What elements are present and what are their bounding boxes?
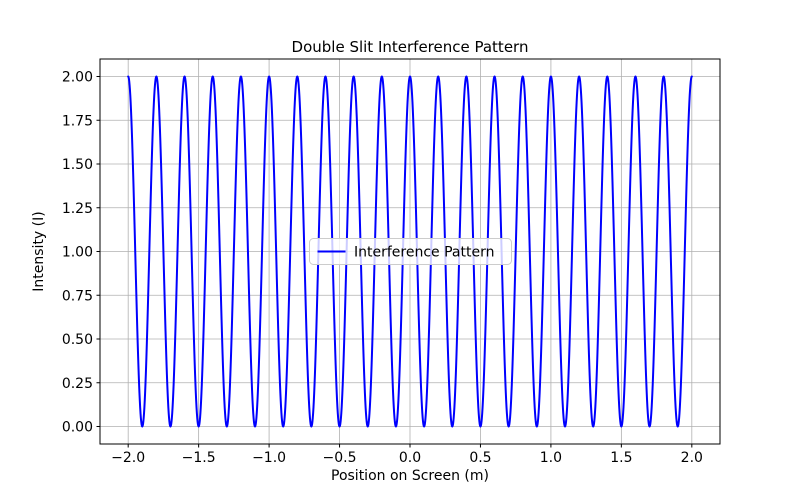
axis-ticks — [96, 76, 693, 448]
x-tick-label: 2.0 — [681, 450, 703, 466]
y-tick-label: 1.50 — [62, 157, 93, 173]
x-axis-label: Position on Screen (m) — [331, 468, 489, 484]
tick-labels: −2.0 −1.5 −1.0 −0.5 0.0 0.5 1.0 1.5 2.0 0.00 0.25 0… — [62, 70, 703, 467]
x-tick-label: 0.5 — [469, 450, 491, 466]
y-axis-label: Intensity (I) — [31, 211, 47, 291]
x-tick-label: −0.5 — [323, 450, 357, 466]
x-tick-label: 1.5 — [610, 450, 632, 466]
y-tick-label: 0.25 — [62, 376, 93, 392]
legend-label: Interference Pattern — [354, 245, 494, 261]
y-tick-label: 1.25 — [62, 201, 93, 217]
y-tick-label: 1.75 — [62, 113, 93, 129]
y-tick-label: 0.75 — [62, 288, 93, 304]
y-tick-label: 2.00 — [62, 70, 93, 86]
y-tick-label: 0.50 — [62, 332, 93, 348]
series-line-interference-pattern — [127, 75, 693, 428]
x-tick-label: −2.0 — [111, 450, 145, 466]
x-tick-label: 0.0 — [399, 450, 421, 466]
x-tick-label: 1.0 — [540, 450, 562, 466]
x-tick-label: −1.0 — [252, 450, 286, 466]
x-tick-label: −1.5 — [182, 450, 216, 466]
y-tick-label: 0.00 — [62, 420, 93, 436]
legend-box — [309, 238, 512, 265]
chart-title: Double Slit Interference Pattern — [292, 38, 529, 56]
y-tick-label: 1.00 — [62, 245, 93, 261]
legend: Interference Pattern — [309, 238, 512, 265]
